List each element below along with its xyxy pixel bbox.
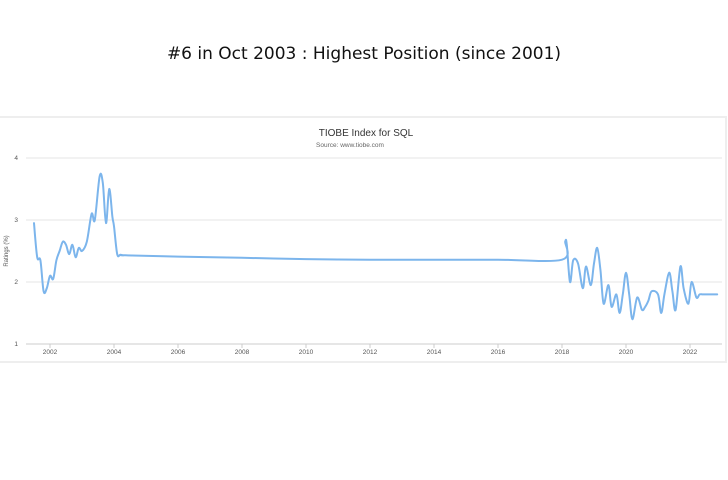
y-axis-title: Ratings (%)	[4, 235, 10, 266]
x-tick-label: 2012	[363, 349, 378, 356]
x-tick-label: 2006	[171, 349, 186, 356]
chart-subtitle: Source: www.tiobe.com	[316, 142, 384, 149]
x-tick-label: 2014	[427, 349, 442, 356]
chart-container: TIOBE Index for SQL Source: www.tiobe.co…	[0, 116, 727, 363]
y-tick-label: 4	[14, 155, 18, 162]
y-tick-label: 3	[14, 217, 18, 224]
x-tick-label: 2004	[107, 349, 122, 356]
x-tick-label: 2020	[619, 349, 634, 356]
x-tick-label: 2016	[491, 349, 506, 356]
axis-layer: 1 2 3 4 2002 2004 2006 2008 2010 2012 2014 2016 2018…	[14, 155, 722, 356]
page-headline: #6 in Oct 2003 : Highest Position (since…	[166, 44, 562, 64]
x-tick-label: 2008	[235, 349, 250, 356]
sql-ratings-line	[33, 172, 719, 321]
grid-layer	[26, 157, 722, 283]
tiobe-line-chart: TIOBE Index for SQL Source: www.tiobe.co…	[4, 128, 722, 356]
y-tick-label: 1	[14, 341, 18, 348]
x-tick-label: 2018	[555, 349, 570, 356]
y-tick-label: 2	[14, 279, 18, 286]
chart-title: TIOBE Index for SQL	[319, 128, 414, 139]
x-tick-label: 2002	[43, 349, 58, 356]
series-layer	[33, 172, 719, 321]
x-tick-label: 2022	[683, 349, 698, 356]
x-tick-label: 2010	[299, 349, 314, 356]
